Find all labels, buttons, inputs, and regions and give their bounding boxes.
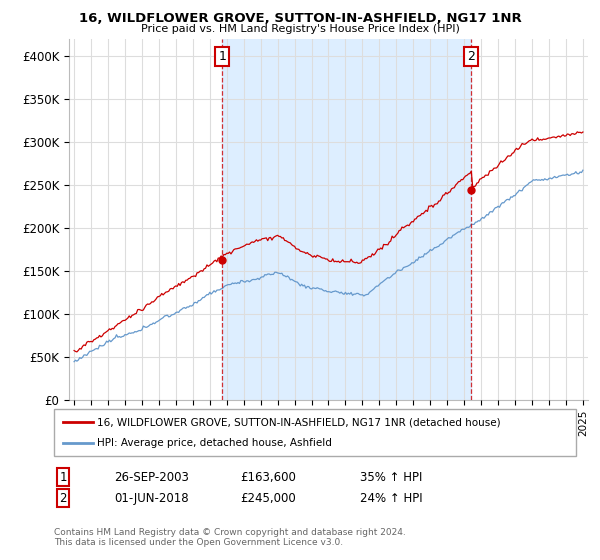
Text: 35% ↑ HPI: 35% ↑ HPI — [360, 470, 422, 484]
Text: 16, WILDFLOWER GROVE, SUTTON-IN-ASHFIELD, NG17 1NR: 16, WILDFLOWER GROVE, SUTTON-IN-ASHFIELD… — [79, 12, 521, 25]
Bar — [223, 39, 472, 400]
Text: 01-JUN-2018: 01-JUN-2018 — [114, 492, 188, 505]
Text: 2: 2 — [59, 492, 67, 505]
Text: 16, WILDFLOWER GROVE, SUTTON-IN-ASHFIELD, NG17 1NR (detached house): 16, WILDFLOWER GROVE, SUTTON-IN-ASHFIELD… — [97, 417, 501, 427]
Text: 26-SEP-2003: 26-SEP-2003 — [114, 470, 189, 484]
Text: £245,000: £245,000 — [240, 492, 296, 505]
Text: 1: 1 — [59, 470, 67, 484]
Text: 24% ↑ HPI: 24% ↑ HPI — [360, 492, 422, 505]
Text: Price paid vs. HM Land Registry's House Price Index (HPI): Price paid vs. HM Land Registry's House … — [140, 24, 460, 34]
Text: Contains HM Land Registry data © Crown copyright and database right 2024.
This d: Contains HM Land Registry data © Crown c… — [54, 528, 406, 547]
Text: 1: 1 — [218, 50, 226, 63]
Text: HPI: Average price, detached house, Ashfield: HPI: Average price, detached house, Ashf… — [97, 438, 332, 448]
Text: £163,600: £163,600 — [240, 470, 296, 484]
Text: 2: 2 — [467, 50, 475, 63]
